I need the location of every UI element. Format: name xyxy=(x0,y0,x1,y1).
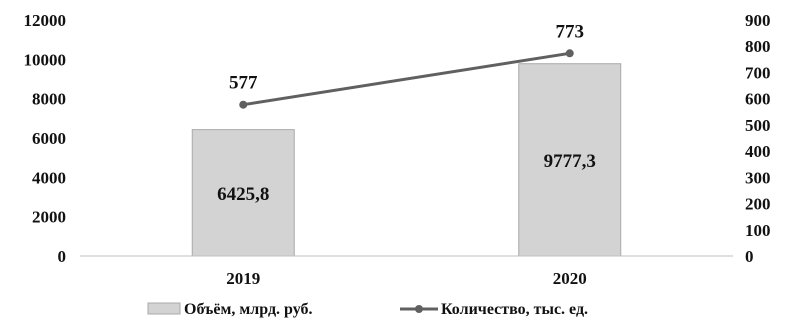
bar xyxy=(191,129,295,257)
left-tick-label: 6000 xyxy=(32,129,66,148)
left-axis: 0 2000 4000 6000 8000 10000 12000 xyxy=(24,11,67,266)
bar-data-label: 6425,8 xyxy=(217,184,269,205)
legend-bar-label: Объём, млрд. руб. xyxy=(184,301,313,318)
line-series: 577 773 xyxy=(229,21,585,109)
right-tick-label: 200 xyxy=(745,195,771,214)
x-tick-label: 2019 xyxy=(226,269,260,288)
left-tick-label: 12000 xyxy=(24,11,67,30)
right-tick-label: 400 xyxy=(745,142,771,161)
right-tick-label: 300 xyxy=(745,168,771,187)
legend-bar-swatch xyxy=(147,302,181,315)
legend: Объём, млрд. руб. Количество, тыс. ед. xyxy=(147,301,588,318)
right-tick-label: 0 xyxy=(745,247,754,266)
line-path xyxy=(243,51,570,107)
legend-line-marker xyxy=(415,305,423,313)
right-tick-label: 500 xyxy=(745,116,771,135)
left-tick-label: 0 xyxy=(58,247,67,266)
line-data-label: 577 xyxy=(229,73,258,94)
right-tick-label: 800 xyxy=(745,37,771,56)
right-tick-label: 100 xyxy=(745,221,771,240)
right-tick-label: 900 xyxy=(745,11,771,30)
right-axis: 0 100 200 300 400 500 600 700 800 900 xyxy=(745,11,771,266)
right-tick-label: 600 xyxy=(745,90,771,109)
line-point xyxy=(565,49,574,58)
left-tick-label: 10000 xyxy=(24,50,67,69)
x-axis-ticks: 2019 2020 xyxy=(226,269,587,288)
legend-line-label: Количество, тыс. ед. xyxy=(441,301,588,318)
bar-series: 6425,8 9777,3 xyxy=(191,63,622,257)
right-tick-label: 700 xyxy=(745,63,771,82)
line-point xyxy=(239,100,248,109)
left-tick-label: 2000 xyxy=(32,208,66,227)
bar-data-label: 9777,3 xyxy=(544,151,596,172)
x-tick-label: 2020 xyxy=(553,269,587,288)
left-tick-label: 8000 xyxy=(32,90,66,109)
line-data-label: 773 xyxy=(556,21,585,42)
left-tick-label: 4000 xyxy=(32,168,66,187)
